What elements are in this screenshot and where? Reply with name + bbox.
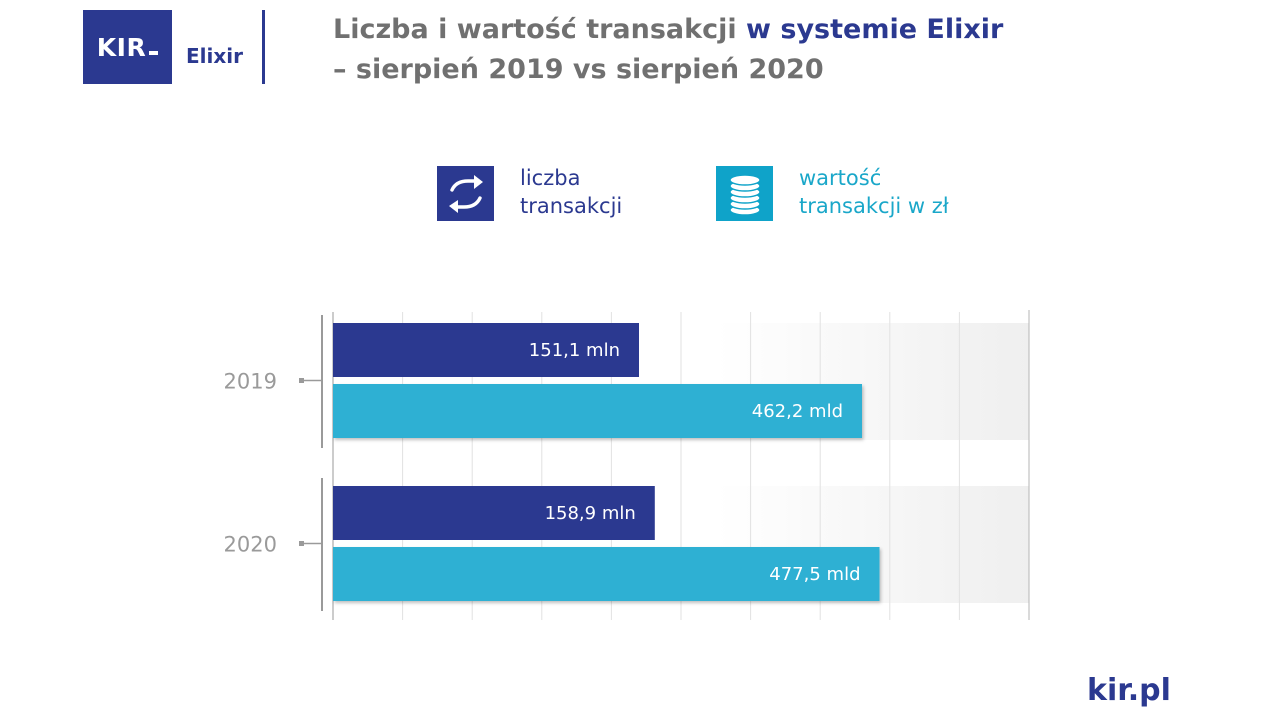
data-label-value-2019: 462,2 mld <box>752 401 843 422</box>
kir-logo-text: KIR <box>96 32 147 62</box>
legend-label-value: wartość transakcji w zł <box>799 164 989 220</box>
legend-item-value: wartość transakcji w zł <box>716 166 989 221</box>
elixir-logo-text: Elixir <box>186 44 243 68</box>
legend-label-count: liczba transakcji <box>520 164 710 220</box>
legend-item-count: liczba transakcji <box>437 166 710 221</box>
category-tick-marker <box>299 378 304 383</box>
chart-title: Liczba i wartość transakcji w systemie E… <box>333 10 1003 90</box>
data-label-count-2020: 158,9 mln <box>545 503 636 524</box>
coin-stack-icon <box>716 166 773 221</box>
category-label-2019: 2019 <box>224 370 277 394</box>
website-link[interactable]: kir.pl <box>1087 673 1171 708</box>
logo-divider <box>262 10 265 84</box>
kir-logo: KIR <box>83 10 172 84</box>
bar-value-2020 <box>333 547 880 601</box>
category-label-2020: 2020 <box>224 533 277 557</box>
title-part1: Liczba i wartość transakcji <box>333 14 737 45</box>
legend-count-line1: liczba <box>520 166 581 190</box>
legend-value-line1: wartość <box>799 166 882 190</box>
title-line2: – sierpień 2019 vs sierpień 2020 <box>333 54 824 85</box>
data-label-count-2019: 151,1 mln <box>529 340 620 361</box>
category-tick-marker <box>299 541 304 546</box>
bar-count-2019 <box>333 323 639 377</box>
title-part2: w systemie Elixir <box>746 14 1004 45</box>
bar-value-2019 <box>333 384 862 438</box>
legend-count-line2: transakcji <box>520 194 623 218</box>
bar-count-2020 <box>333 486 655 540</box>
kir-logo-dash <box>149 51 159 55</box>
exchange-arrows-icon <box>437 166 494 221</box>
data-label-value-2020: 477,5 mld <box>769 564 860 585</box>
legend-value-line2: transakcji w zł <box>799 194 949 218</box>
